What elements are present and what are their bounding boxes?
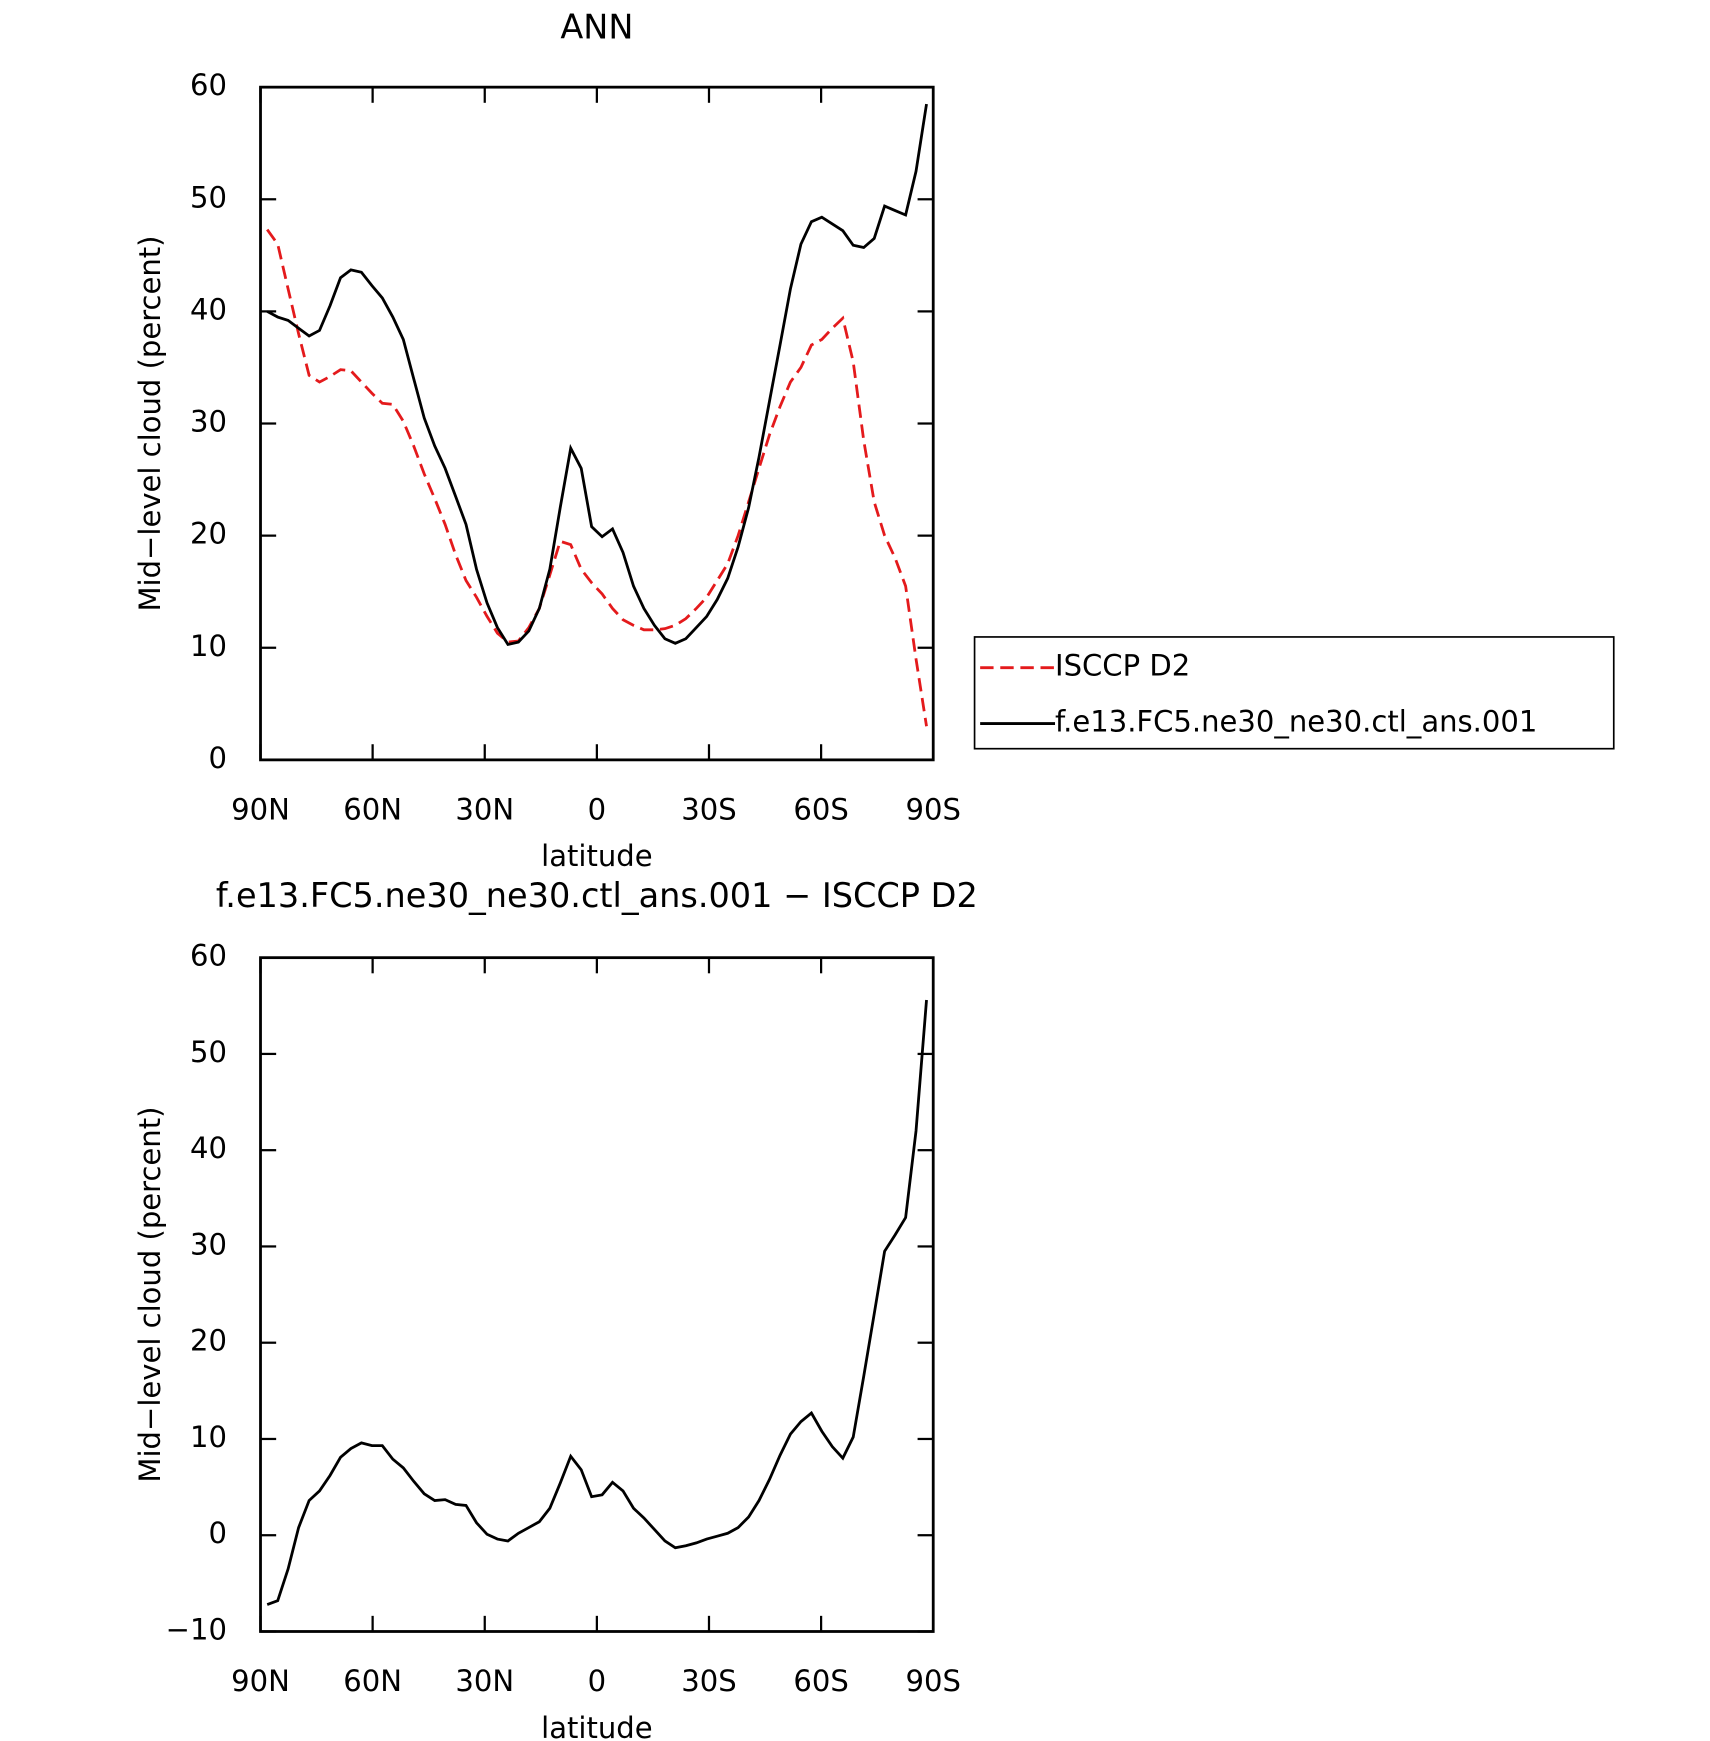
x-tick-label: 60N xyxy=(343,792,402,826)
plot-frame xyxy=(259,956,935,1633)
y-tick-label: 20 xyxy=(190,1324,227,1358)
x-tick-label: 30S xyxy=(681,1664,736,1698)
x-axis-label: latitude xyxy=(541,839,652,873)
y-axis-label: Mid−level cloud (percent) xyxy=(133,1107,167,1483)
x-tick-label: 30S xyxy=(681,792,736,826)
y-tick-label: 40 xyxy=(190,1131,227,1165)
legend-label: f.e13.FC5.ne30_ne30.ctl_ans.001 xyxy=(1055,705,1537,739)
x-tick-label: 0 xyxy=(588,792,606,826)
y-tick-label: 10 xyxy=(190,629,227,663)
x-tick-label: 60S xyxy=(793,1664,848,1698)
y-tick-label: −10 xyxy=(166,1612,227,1646)
x-tick-label: 30N xyxy=(455,1664,514,1698)
series-line xyxy=(266,228,928,727)
x-tick-label: 90N xyxy=(231,1664,290,1698)
y-tick-label: 10 xyxy=(190,1420,227,1454)
legend-box xyxy=(973,636,1615,750)
y-axis-label: Mid−level cloud (percent) xyxy=(133,236,167,612)
chart-title: ANN xyxy=(560,8,633,47)
y-tick-label: 60 xyxy=(190,68,227,102)
x-tick-label: 60N xyxy=(343,1664,402,1698)
y-tick-label: 30 xyxy=(190,1227,227,1261)
series-line xyxy=(266,103,928,647)
y-tick-label: 50 xyxy=(190,180,227,214)
legend-label: ISCCP D2 xyxy=(1055,649,1190,683)
x-tick-label: 90N xyxy=(231,792,290,826)
y-tick-label: 30 xyxy=(190,405,227,439)
y-tick-label: 20 xyxy=(190,517,227,551)
y-tick-label: 50 xyxy=(190,1035,227,1069)
y-tick-label: 0 xyxy=(209,741,227,775)
x-tick-label: 0 xyxy=(588,1664,606,1698)
x-tick-label: 30N xyxy=(455,792,514,826)
chart-title: f.e13.FC5.ne30_ne30.ctl_ans.001 − ISCCP … xyxy=(216,876,978,915)
x-tick-label: 90S xyxy=(906,792,961,826)
x-tick-label: 90S xyxy=(906,1664,961,1698)
y-tick-label: 60 xyxy=(190,939,227,973)
y-tick-label: 40 xyxy=(190,292,227,326)
plot-frame xyxy=(259,85,935,762)
x-axis-label: latitude xyxy=(541,1711,652,1741)
y-tick-label: 0 xyxy=(209,1516,227,1550)
x-tick-label: 60S xyxy=(793,792,848,826)
series-line xyxy=(266,999,928,1606)
